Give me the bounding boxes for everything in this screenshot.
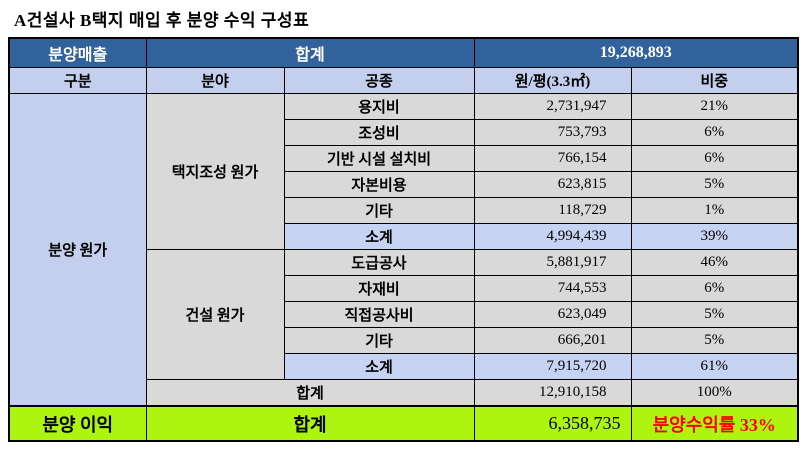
construction-subtotal-row: 소계 7,915,720 61% [9, 352, 799, 380]
row-label: 소계 [283, 222, 475, 250]
row-label: 도급공사 [283, 248, 475, 276]
row-ratio: 46% [630, 248, 799, 276]
row-ratio: 6% [630, 274, 799, 302]
page-title: A건설사 B택지 매입 후 분양 수익 구성표 [14, 11, 310, 30]
row-label: 자본비용 [283, 170, 475, 198]
table-row: 기반 시설 설치비 766,154 6% [9, 144, 799, 172]
col-header-type: 공종 [283, 66, 475, 94]
table-row: 자본비용 623,815 5% [9, 170, 799, 198]
table-row: 건설 원가 도급공사 5,881,917 46% [9, 248, 799, 380]
row-ratio: 61% [630, 352, 799, 380]
row-ratio: 1% [630, 196, 799, 224]
column-header-row: 구분 분야 공종 원/평(3.3㎡) 비중 [8, 66, 799, 94]
land-cost-group-cell: 택지조성 원가 [145, 92, 285, 250]
row-label: 기타 [283, 326, 475, 354]
table-row: 분양 원가 택지조성 원가 용지비 2,731,947 21% [8, 92, 799, 407]
profit-total-label: 합계 [145, 405, 475, 442]
table-row: 기타 118,729 1% [9, 196, 799, 224]
row-ratio: 5% [630, 300, 799, 328]
row-value: 666,201 [473, 326, 632, 354]
revenue-header-row: 분양매출 합계 19,268,893 [8, 37, 799, 68]
table-row: 기타 666,201 5% [9, 326, 799, 354]
row-label: 기반 시설 설치비 [283, 144, 475, 172]
revenue-total-label-cell: 합계 [145, 37, 475, 68]
row-label: 기타 [283, 196, 475, 224]
profit-composition-table: 분양매출 합계 19,268,893 구분 분야 공종 원/평(3.3㎡) 비중… [8, 37, 800, 442]
row-label: 직접공사비 [283, 300, 475, 328]
row-ratio: 21% [630, 92, 799, 120]
col-header-ratio: 비중 [630, 66, 799, 94]
row-value: 623,815 [473, 170, 632, 198]
row-label: 소계 [283, 352, 475, 380]
row-label: 조성비 [283, 118, 475, 146]
row-value: 2,731,947 [473, 92, 632, 120]
cost-total-row: 합계 12,910,158 100% [9, 378, 799, 407]
cost-total-label: 합계 [145, 378, 475, 407]
col-header-unit: 원/평(3.3㎡) [473, 66, 632, 94]
profit-row: 분양 이익 합계 6,358,735 분양수익률 33% [8, 405, 799, 442]
row-ratio: 39% [630, 222, 799, 250]
row-value: 623,049 [473, 300, 632, 328]
land-subtotal-row: 소계 4,994,439 39% [9, 222, 799, 250]
row-ratio: 6% [630, 144, 799, 172]
table-row: 직접공사비 623,049 5% [9, 300, 799, 328]
row-value: 744,553 [473, 274, 632, 302]
table-row: 자재비 744,553 6% [9, 274, 799, 302]
row-value: 7,915,720 [473, 352, 632, 380]
col-header-category: 구분 [8, 66, 147, 94]
row-value: 753,793 [473, 118, 632, 146]
row-value: 5,881,917 [473, 248, 632, 276]
construction-cost-group-cell: 건설 원가 [145, 248, 285, 380]
revenue-total-value-cell: 19,268,893 [473, 37, 799, 68]
table-row: 조성비 753,793 6% [9, 118, 799, 146]
row-ratio: 5% [630, 170, 799, 198]
row-ratio: 6% [630, 118, 799, 146]
row-value: 766,154 [473, 144, 632, 172]
col-header-field: 분야 [145, 66, 285, 94]
row-ratio: 5% [630, 326, 799, 354]
profit-value: 6,358,735 [473, 405, 632, 442]
cost-group-cell: 분양 원가 [8, 92, 147, 407]
cost-total-value: 12,910,158 [473, 378, 632, 407]
row-value: 4,994,439 [473, 222, 632, 250]
profit-ratio: 분양수익률 33% [630, 405, 799, 442]
cost-total-ratio: 100% [630, 378, 799, 407]
profit-label: 분양 이익 [8, 405, 147, 442]
revenue-label-cell: 분양매출 [8, 37, 147, 68]
row-value: 118,729 [473, 196, 632, 224]
row-label: 용지비 [283, 92, 475, 120]
row-label: 자재비 [283, 274, 475, 302]
